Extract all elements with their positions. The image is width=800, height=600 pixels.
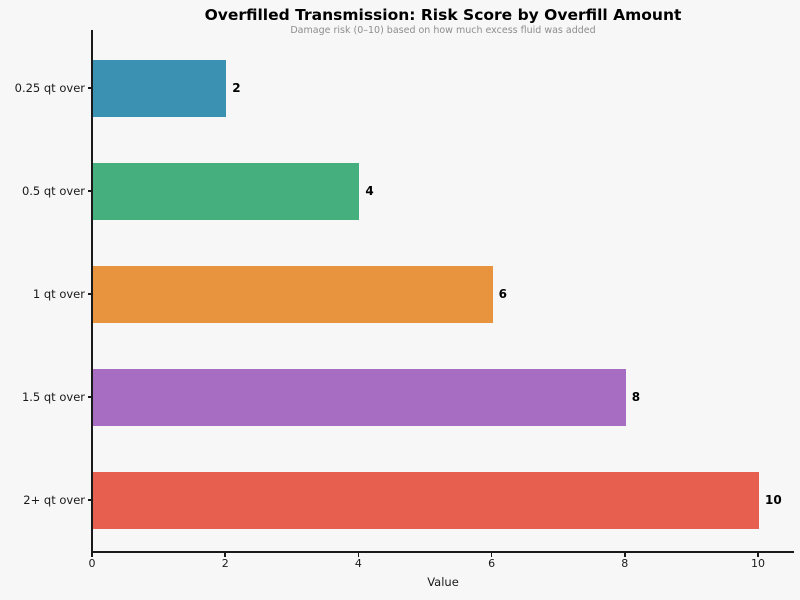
x-axis-line bbox=[91, 551, 794, 553]
x-tick-mark bbox=[91, 552, 93, 557]
bar-value-label: 10 bbox=[765, 493, 782, 507]
bar bbox=[93, 162, 360, 220]
y-tick-mark bbox=[88, 293, 92, 295]
bar-value-label: 8 bbox=[631, 390, 641, 404]
y-tick-label: 1 qt over bbox=[32, 287, 85, 301]
y-tick-label: 1.5 qt over bbox=[21, 390, 85, 404]
x-tick-mark bbox=[624, 552, 626, 557]
bar bbox=[93, 59, 227, 117]
x-tick-label: 0 bbox=[88, 557, 96, 570]
x-tick-label: 10 bbox=[751, 557, 765, 570]
bar bbox=[93, 368, 626, 426]
y-tick-mark bbox=[88, 87, 92, 89]
chart-subtitle: Damage risk (0–10) based on how much exc… bbox=[290, 25, 596, 36]
y-axis-line bbox=[91, 30, 93, 552]
x-tick-mark bbox=[757, 552, 759, 557]
x-axis-title: Value bbox=[427, 575, 459, 589]
y-tick-mark bbox=[88, 499, 92, 501]
x-tick-mark bbox=[224, 552, 226, 557]
y-tick-label: 0.25 qt over bbox=[14, 81, 85, 95]
x-tick-label: 4 bbox=[354, 557, 362, 570]
bar bbox=[93, 471, 759, 529]
bar-value-label: 6 bbox=[498, 287, 507, 301]
bar-value-label: 4 bbox=[365, 184, 374, 198]
chart-title: Overfilled Transmission: Risk Score by O… bbox=[204, 6, 682, 24]
x-tick-mark bbox=[357, 552, 360, 557]
x-tick-label: 6 bbox=[488, 557, 496, 570]
y-tick-label: 2+ qt over bbox=[23, 493, 85, 507]
y-tick-mark bbox=[88, 396, 92, 398]
x-tick-label: 2 bbox=[221, 557, 229, 570]
x-tick-label: 8 bbox=[621, 557, 629, 570]
y-tick-mark bbox=[88, 190, 92, 192]
y-tick-label: 0.5 qt over bbox=[21, 184, 85, 198]
bar-value-label: 2 bbox=[232, 81, 241, 95]
bar bbox=[93, 265, 493, 323]
x-tick-mark bbox=[490, 552, 493, 557]
